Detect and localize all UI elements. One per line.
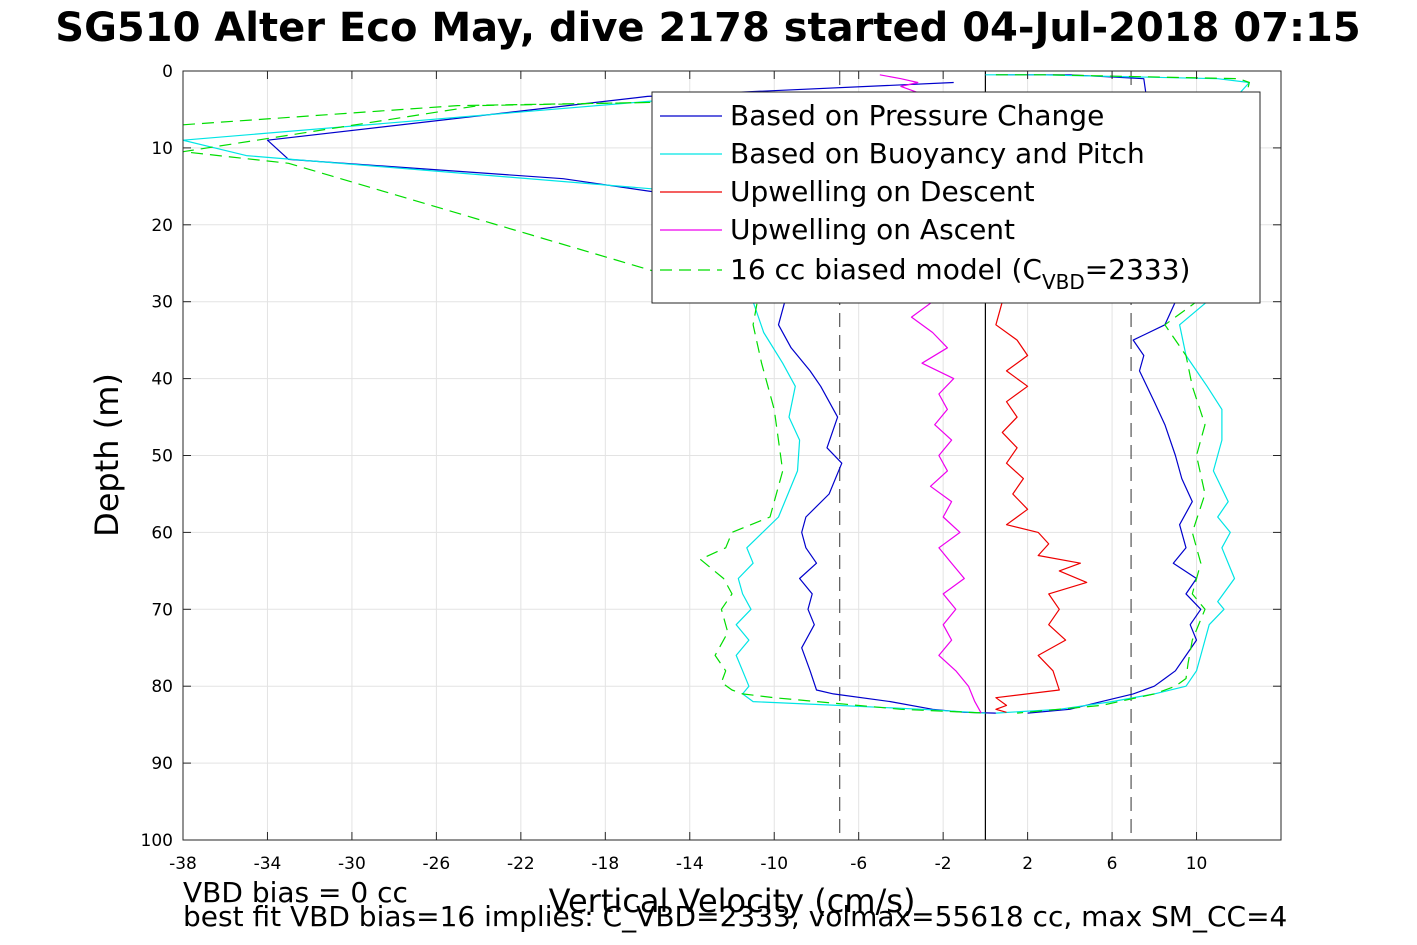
legend-label-biased-model: 16 cc biased model (CVBD=2333) — [730, 253, 1190, 294]
y-tick-label: 90 — [151, 754, 173, 774]
x-axis-label: Vertical Velocity (cm/s) — [549, 882, 916, 920]
x-tick-label: -26 — [422, 854, 450, 874]
x-tick-label: -10 — [760, 854, 788, 874]
x-tick-label: -6 — [850, 854, 867, 874]
series-line — [995, 74, 1202, 714]
legend-label-biased-model-prefix: 16 cc biased model (C — [730, 253, 1042, 286]
legend-label-upwelling-ascent: Upwelling on Ascent — [730, 213, 1015, 246]
best-fit-note: best fit VBD bias=16 implies: C_VBD=2333… — [183, 900, 1288, 933]
y-axis-label: Depth (m) — [88, 373, 126, 537]
axis-ticks: -38 -34 -30 -26 -22 -18 -14 -10 -6 -2 2 6 1001020304… — [141, 62, 1281, 874]
y-tick-label: 70 — [151, 600, 173, 620]
y-tick-label: 40 — [151, 370, 173, 390]
legend-label-upwelling-descent: Upwelling on Descent — [730, 175, 1035, 208]
series-line — [183, 97, 986, 714]
y-tick-label: 50 — [151, 447, 173, 467]
series-line — [183, 101, 986, 714]
vbd-bias-note: VBD bias = 0 cc — [183, 876, 408, 909]
y-tick-label: 10 — [151, 139, 173, 159]
legend-box — [651, 91, 1261, 304]
series-line — [910, 301, 982, 714]
chart-title: SG510 Alter Eco May, dive 2178 started 0… — [55, 5, 1361, 51]
x-tick-label: -2 — [935, 854, 952, 874]
x-tick-label: 6 — [1107, 854, 1118, 874]
legend: Based on Pressure Change Based on Buoyan… — [651, 91, 1261, 304]
legend-label-biased-model-subscript: VBD — [1042, 270, 1085, 294]
x-tick-label: -30 — [338, 854, 366, 874]
y-tick-label: 0 — [162, 62, 173, 82]
legend-label-pressure: Based on Pressure Change — [730, 99, 1104, 132]
y-tick-label: 80 — [151, 677, 173, 697]
x-tick-label: -22 — [507, 854, 535, 874]
y-tick-label: 100 — [141, 831, 173, 851]
x-tick-label: -18 — [591, 854, 619, 874]
y-tick-label: 20 — [151, 216, 173, 236]
y-tick-label: 30 — [151, 293, 173, 313]
x-tick-label: 2 — [1022, 854, 1033, 874]
legend-label-buoyancy: Based on Buoyancy and Pitch — [730, 137, 1145, 170]
x-tick-label: 10 — [1186, 854, 1208, 874]
x-tick-label: -34 — [254, 854, 282, 874]
legend-label-biased-model-suffix: =2333) — [1085, 253, 1191, 286]
x-tick-label: -38 — [169, 854, 197, 874]
y-tick-label: 60 — [151, 523, 173, 543]
x-tick-label: -14 — [676, 854, 704, 874]
series-line — [995, 301, 1088, 713]
